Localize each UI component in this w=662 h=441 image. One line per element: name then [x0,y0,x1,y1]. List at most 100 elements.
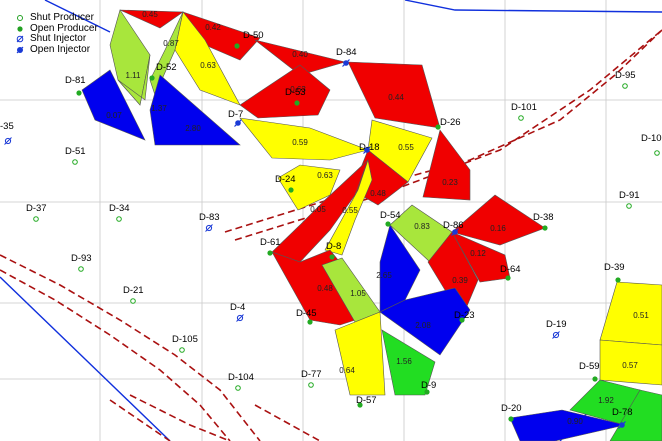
well-label: D-10 [641,133,662,144]
boundary-line [44,0,111,33]
legend-label: Shut Producer [30,12,94,23]
allocation-polygon[interactable] [149,74,241,146]
well-d-38[interactable]: D-38 [533,212,554,231]
ratio-label: 0.63 [290,85,306,94]
legend-label: Shut Injector [30,33,87,44]
allocation-polygon[interactable] [599,281,662,346]
open-producer-icon [288,187,294,193]
well-d-95[interactable]: D-95 [615,70,636,89]
well-label: D-64 [500,264,521,275]
allocation-polygon[interactable] [324,158,373,256]
well-label: D-93 [71,253,92,264]
well-d-23[interactable]: D-23 [454,310,475,323]
allocation-polygon[interactable] [119,9,184,29]
well-d-18[interactable]: D-18 [359,142,380,154]
fault-line [109,399,171,441]
well-d-78[interactable]: D-78 [612,407,633,429]
well-label: D-37 [26,203,47,214]
well-d-84[interactable]: D-84 [336,47,357,67]
allocation-polygon[interactable] [239,117,369,161]
well-d-93[interactable]: D-93 [71,253,92,272]
shut-producer-icon [308,382,314,388]
well--35[interactable]: -35 [0,121,14,145]
well-label: D-77 [301,369,322,380]
open-producer-icon [435,124,441,130]
well-d-86[interactable]: D-86 [443,220,464,236]
allocation-polygon[interactable] [379,287,471,356]
well-d-39[interactable]: D-39 [604,262,625,283]
well-d-101[interactable]: D-101 [511,102,537,121]
allocation-polygon[interactable] [451,194,546,246]
allocation-polygon[interactable] [277,164,341,211]
well-d-19[interactable]: D-19 [546,319,567,339]
well-d-9[interactable]: D-9 [421,380,436,395]
well-d-50[interactable]: D-50 [234,30,264,49]
well-label: D-20 [501,403,522,414]
well-d-91[interactable]: D-91 [619,190,640,209]
allocation-polygon[interactable] [381,329,436,396]
legend-item-open-injector: Open Injector [14,44,98,56]
allocation-polygons[interactable] [81,9,662,441]
allocation-polygon[interactable] [422,129,471,201]
well-d-24[interactable]: D-24 [275,174,296,193]
well-d-45[interactable]: D-45 [296,308,317,325]
open-producer-icon [357,402,363,408]
well-d-52[interactable]: D-52 [149,62,177,81]
well-d-61[interactable]: D-61 [260,237,281,256]
well-d-83[interactable]: D-83 [199,212,220,232]
allocation-polygon[interactable] [117,54,151,106]
well-d-54[interactable]: D-54 [380,210,401,227]
well-label: D-51 [65,146,86,157]
well-d-10[interactable]: D-10 [641,133,662,156]
well-d-26[interactable]: D-26 [435,117,461,130]
allocation-polygon[interactable] [239,64,331,119]
ratio-label: 1.92 [598,396,614,405]
allocation-polygon[interactable] [254,39,347,76]
well-d-21[interactable]: D-21 [123,285,144,304]
shut-producer-icon [116,216,122,222]
allocation-polygon[interactable] [599,339,662,386]
ratio-label: 0.16 [490,224,506,233]
well-d-104[interactable]: D-104 [228,372,254,391]
wells[interactable]: D-50 D-84 D-52 D-81 D-7 D-53 D-26 D-101 D-95 -35 D… [0,30,662,429]
open-producer-icon [459,317,465,323]
well-label: D-84 [336,47,357,58]
well-d-37[interactable]: D-37 [26,203,47,222]
ratio-label: 0.59 [292,138,308,147]
open-injector-slash [342,59,350,67]
well-d-57[interactable]: D-57 [356,395,377,408]
shut-producer-icon [33,216,39,222]
well-label: D-81 [65,75,86,86]
shut-producer-icon [179,347,185,353]
open-injector-slash [618,421,626,429]
well-label: D-86 [443,220,464,231]
well-d-81[interactable]: D-81 [65,75,86,96]
well-d-53[interactable]: D-53 [285,87,306,106]
well-d-34[interactable]: D-34 [109,203,130,222]
well-d-8[interactable]: D-8 [326,241,341,260]
well-d-7[interactable]: D-7 [228,109,243,127]
well-d-77[interactable]: D-77 [301,369,322,388]
well-d-105[interactable]: D-105 [172,334,198,353]
legend-item-shut-injector: Shut Injector [14,33,98,45]
open-injector-icon [14,45,26,55]
well-label: D-7 [228,109,243,120]
well-d-20[interactable]: D-20 [501,403,522,422]
well-d-4[interactable]: D-4 [230,302,245,322]
well-d-59[interactable]: D-59 [579,361,600,382]
shut-producer-icon [130,298,136,304]
allocation-polygon[interactable] [509,409,626,441]
allocation-polygon[interactable] [81,69,146,141]
allocation-polygon[interactable] [174,11,241,106]
well-d-51[interactable]: D-51 [65,146,86,165]
allocation-polygon[interactable] [334,311,386,396]
legend-label: Open Producer [30,22,98,34]
well-label: D-18 [359,142,380,153]
open-producer-icon [508,416,514,422]
ratio-label: 0.42 [205,23,221,32]
well-d-64[interactable]: D-64 [500,264,521,281]
well-label: D-34 [109,203,130,214]
well-label: D-52 [156,62,177,73]
